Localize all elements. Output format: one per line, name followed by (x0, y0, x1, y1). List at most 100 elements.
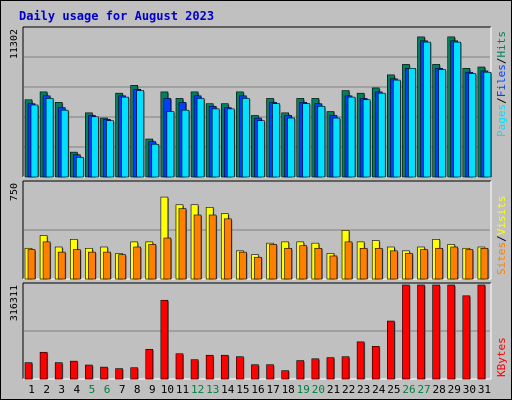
bar-kbytes-day-19 (296, 360, 305, 380)
side-legend: Pages/Files/Hits (495, 31, 508, 137)
bar-sites-day-20 (314, 247, 323, 280)
bar-kbytes-day-22 (341, 356, 350, 380)
bar-pages-day-29 (453, 41, 462, 178)
bar-sites-day-11 (178, 208, 187, 280)
bar-pages-day-21 (332, 117, 341, 178)
bar-kbytes-day-25 (387, 320, 395, 380)
x-tick-day-19: 19 (297, 383, 310, 396)
bar-kbytes-day-17 (266, 364, 274, 380)
bar-kbytes-day-20 (311, 358, 320, 380)
chart-title: Daily usage for August 2023 (19, 9, 215, 23)
bar-pages-day-30 (468, 73, 477, 178)
bar-pages-day-19 (302, 103, 311, 178)
bar-kbytes-day-7 (115, 368, 123, 380)
bar-sites-day-23 (359, 247, 368, 280)
x-axis-tick-labels: 1 2 3 4 5 6 7 8 9 10 11 12 13 14 15 16 17 18 19 20 21 22 23 24 2… (28, 383, 491, 396)
side-legend: Sites/Visits (495, 196, 508, 276)
bar-pages-day-27 (423, 41, 431, 178)
bar-pages-day-7 (121, 96, 129, 178)
bar-sites-day-27 (420, 249, 428, 280)
bar-sites-day-10 (163, 237, 172, 280)
legend-kbytes: KBytes (495, 337, 508, 377)
x-tick-day-15: 15 (236, 383, 249, 396)
bar-kbytes-day-14 (220, 354, 229, 380)
x-tick-day-17: 17 (266, 383, 279, 396)
legend-sites: Sites (495, 242, 508, 275)
bar-sites-day-21 (329, 255, 338, 280)
y-max-label-hits-files-pages: 11302 (9, 29, 20, 59)
x-tick-day-28: 28 (433, 383, 446, 396)
x-tick-day-30: 30 (463, 383, 476, 396)
x-tick-day-5: 5 (89, 383, 96, 396)
bar-kbytes-day-26 (402, 284, 410, 380)
bar-pages-day-18 (287, 117, 295, 178)
x-tick-day-23: 23 (357, 383, 370, 396)
x-tick-day-8: 8 (134, 383, 141, 396)
x-tick-day-18: 18 (282, 383, 295, 396)
bar-kbytes-day-11 (175, 353, 184, 380)
bar-kbytes-day-5 (85, 364, 93, 380)
x-tick-day-29: 29 (448, 383, 461, 396)
bar-kbytes-day-30 (462, 295, 471, 380)
x-tick-day-27: 27 (417, 383, 430, 396)
bar-pages-day-26 (408, 68, 416, 178)
bar-kbytes-day-23 (356, 341, 365, 380)
bar-sites-day-7 (118, 254, 126, 280)
bar-pages-day-20 (317, 105, 326, 178)
side-legend: KBytes (495, 337, 508, 377)
x-tick-day-26: 26 (402, 383, 415, 396)
legend-separator: / (495, 235, 508, 242)
bar-sites-day-3 (57, 251, 66, 280)
bar-pages-day-22 (347, 96, 356, 178)
x-tick-day-4: 4 (74, 383, 81, 396)
legend-separator: / (495, 58, 508, 65)
x-tick-day-24: 24 (372, 383, 386, 396)
bar-kbytes-day-2 (39, 351, 48, 380)
bar-pages-day-8 (136, 90, 144, 178)
x-tick-day-6: 6 (104, 383, 111, 396)
bar-sites-day-22 (344, 241, 353, 280)
bar-sites-day-2 (42, 241, 51, 280)
bar-pages-day-5 (91, 116, 99, 178)
bar-kbytes-day-6 (100, 366, 108, 380)
y-max-label-visits-sites: 750 (9, 183, 20, 201)
bar-kbytes-day-28 (432, 284, 440, 380)
x-tick-day-10: 10 (161, 383, 174, 396)
bar-sites-day-17 (269, 244, 277, 280)
bar-sites-day-12 (193, 214, 202, 280)
bar-sites-day-28 (435, 247, 443, 280)
bar-pages-day-6 (106, 120, 114, 178)
bar-sites-day-29 (450, 246, 459, 280)
bar-sites-day-18 (284, 247, 292, 280)
y-axis-labels: 11302 750 316311 (9, 29, 20, 321)
bar-pages-day-23 (362, 99, 371, 178)
bar-sites-day-16 (254, 256, 262, 280)
legend-visits: Visits (495, 196, 508, 236)
bar-pages-day-15 (242, 98, 250, 178)
bar-kbytes-day-29 (447, 284, 456, 380)
bar-kbytes-day-1 (24, 362, 33, 380)
x-tick-day-21: 21 (327, 383, 340, 396)
bar-sites-day-1 (27, 249, 36, 280)
bar-pages-day-1 (30, 104, 39, 178)
bar-pages-day-10 (166, 111, 175, 178)
legend-separator: / (495, 97, 508, 104)
bar-sites-day-24 (374, 247, 383, 280)
bar-kbytes-day-12 (190, 359, 199, 380)
bar-sites-day-31 (480, 247, 489, 280)
bar-kbytes-day-10 (160, 299, 169, 380)
bar-pages-day-3 (60, 109, 69, 178)
x-tick-day-14: 14 (221, 383, 235, 396)
bar-sites-day-6 (103, 251, 111, 280)
x-tick-day-11: 11 (176, 383, 189, 396)
bar-sites-day-4 (72, 249, 81, 280)
x-tick-day-20: 20 (312, 383, 325, 396)
y-max-label-kbytes: 316311 (9, 285, 20, 321)
bar-kbytes-day-18 (281, 370, 289, 380)
bar-kbytes-day-16 (251, 364, 259, 380)
x-tick-day-31: 31 (478, 383, 491, 396)
bar-sites-day-14 (223, 218, 232, 280)
x-tick-day-12: 12 (191, 383, 204, 396)
x-tick-day-25: 25 (387, 383, 400, 396)
legend-pages: Pages (495, 104, 508, 137)
